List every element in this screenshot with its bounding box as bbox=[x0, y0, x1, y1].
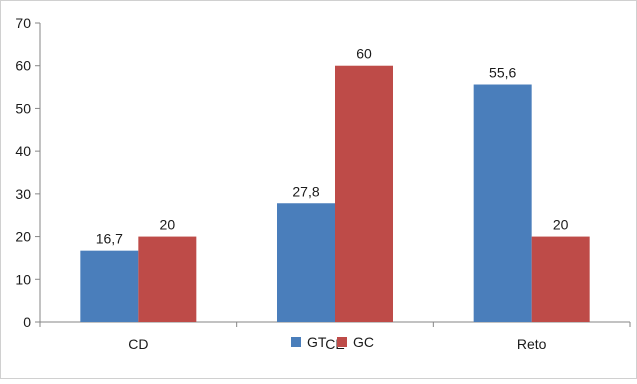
bars bbox=[80, 65, 590, 322]
bar-gt-ce bbox=[277, 203, 335, 322]
y-tick-label: 50 bbox=[15, 100, 31, 116]
legend-label-gc: GC bbox=[353, 334, 374, 350]
data-label-gc-cd: 20 bbox=[160, 217, 176, 233]
bar-gt-reto bbox=[473, 84, 532, 322]
data-label-gt-cd: 16,7 bbox=[96, 231, 123, 247]
x-tick-label-cd: CD bbox=[128, 336, 148, 352]
legend-swatch-gt bbox=[291, 337, 301, 347]
data-label-gt-ce: 27,8 bbox=[292, 183, 319, 199]
y-tick-label: 30 bbox=[15, 186, 31, 202]
y-axis: 0 10 20 30 40 50 60 70 bbox=[15, 15, 41, 330]
bar-gc-reto bbox=[531, 236, 590, 322]
y-tick-label: 60 bbox=[15, 58, 31, 74]
bar-gt-cd bbox=[80, 250, 139, 322]
data-label-gt-reto: 55,6 bbox=[489, 65, 516, 81]
x-tick-label-reto: Reto bbox=[517, 336, 547, 352]
data-label-gc-reto: 20 bbox=[553, 217, 569, 233]
y-tick-label: 70 bbox=[15, 15, 31, 31]
data-label-gc-ce: 60 bbox=[356, 46, 372, 62]
data-labels: 16,7 20 27,8 60 55,6 20 bbox=[96, 46, 569, 247]
legend: GT GC bbox=[291, 334, 374, 350]
legend-label-gt: GT bbox=[307, 334, 327, 350]
bar-gc-ce bbox=[335, 65, 393, 322]
bar-gc-cd bbox=[138, 236, 197, 322]
y-tick-label: 0 bbox=[23, 314, 31, 330]
y-tick-label: 40 bbox=[15, 143, 31, 159]
y-tick-label: 20 bbox=[15, 229, 31, 245]
legend-swatch-gc bbox=[337, 337, 347, 347]
y-tick-label: 10 bbox=[15, 271, 31, 287]
